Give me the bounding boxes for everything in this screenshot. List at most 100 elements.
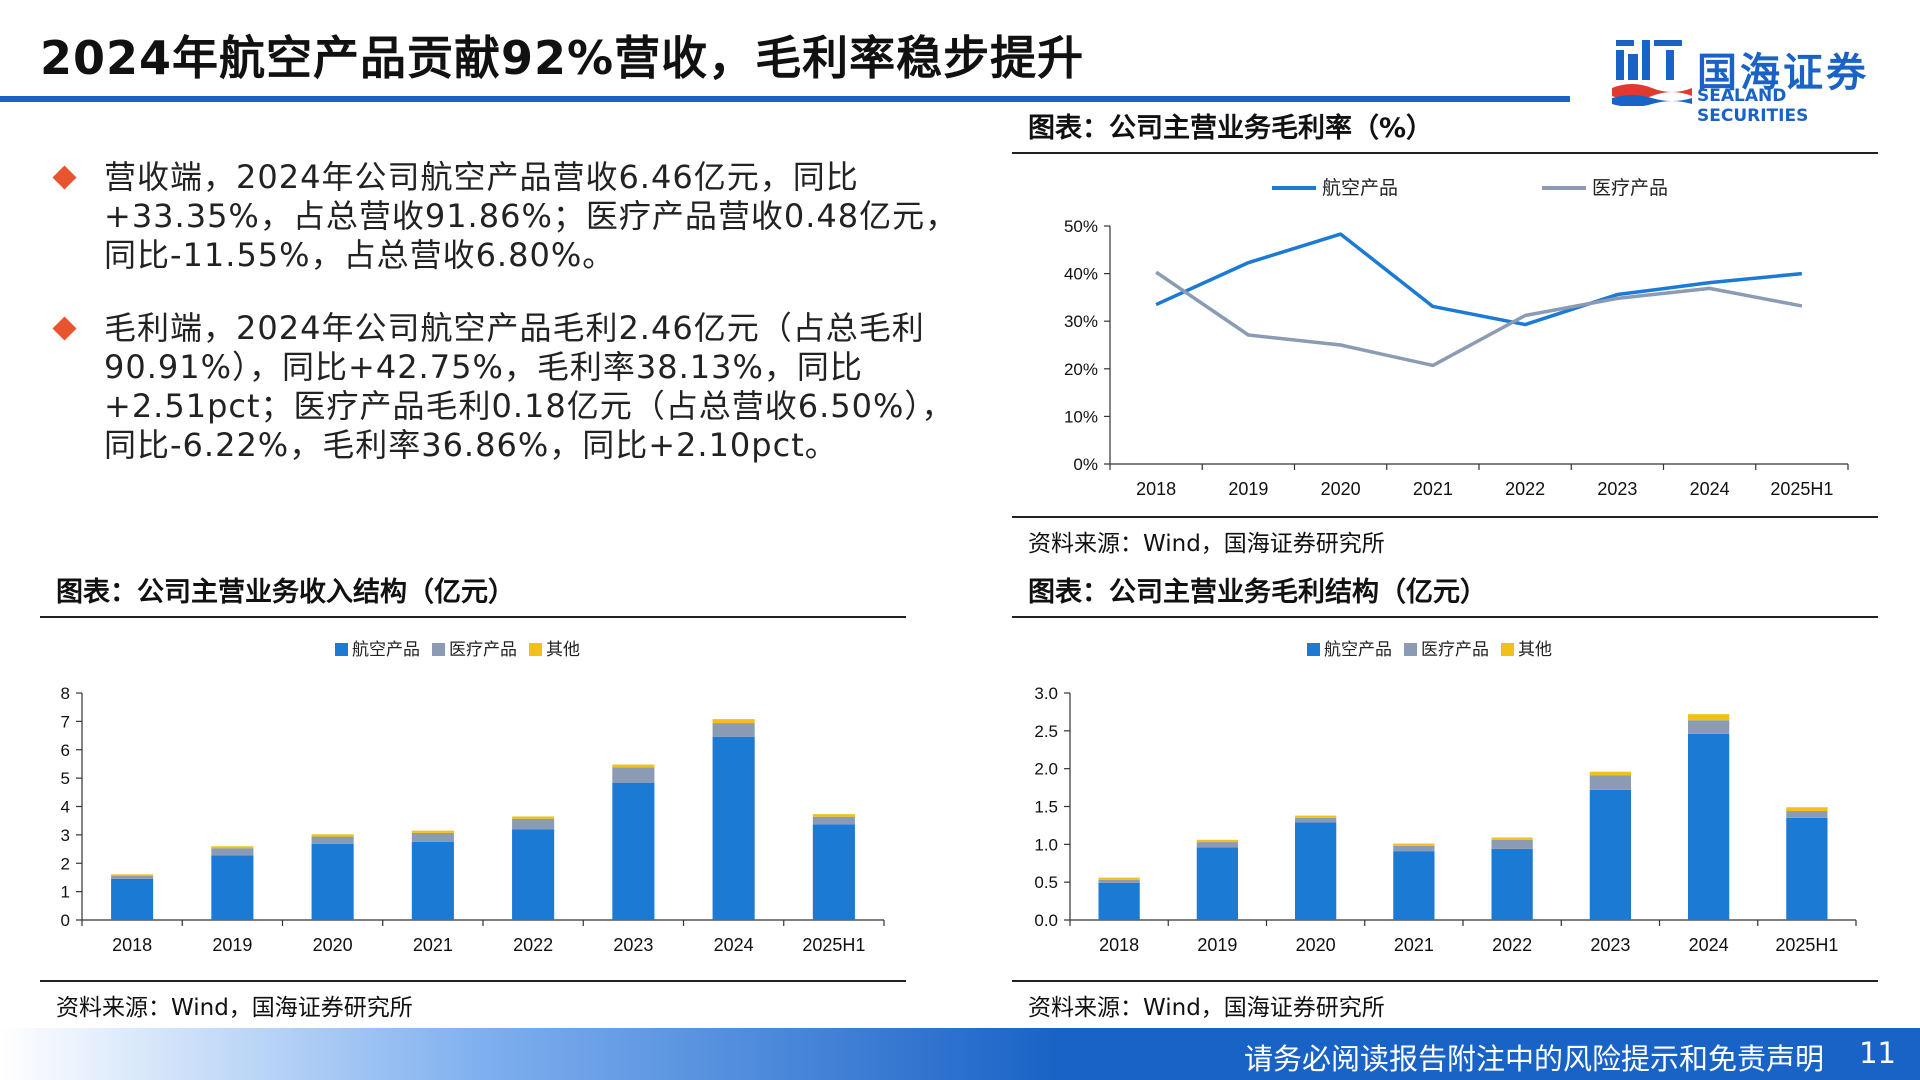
revenue-bar-chart: 0 1 2 3 4 5 6 7 8 2018 2019 2020 2021 2022 2023 2024 202… [61, 640, 885, 955]
bar-segment [311, 836, 354, 844]
bar-segment [512, 818, 555, 830]
bullet-gross-profit: 毛利端，2024年公司航空产品毛利2.46亿元（占总毛利90.91%），同比+4… [50, 309, 970, 465]
logo-english-name: SEALAND SECURITIES [1697, 86, 1809, 126]
x-tick-label: 2019 [1228, 479, 1268, 499]
bar-segment [1491, 848, 1533, 920]
x-tick-label: 2023 [1597, 479, 1637, 499]
profit-bar-chart: 0.0 0.5 1.0 1.5 2.0 2.5 3.0 2018 2019 2020 2021 202… [1034, 640, 1857, 955]
x-tick-label: 2022 [1505, 479, 1545, 499]
revenue-chart-source: 资料来源：Wind，国海证券研究所 [56, 995, 413, 1021]
x-tick-label: 2022 [1492, 935, 1532, 955]
y-tick-label: 50% [1064, 217, 1098, 236]
bar-segment [1589, 775, 1632, 790]
x-tick-label: 2021 [1394, 935, 1434, 955]
margin-chart-panel: 图表：公司主营业务毛利率（%） 0% 10% 20% 30% 40% 50% 2018 201… [1012, 106, 1878, 557]
bar-segment [1196, 842, 1239, 848]
y-tick-label: 10% [1064, 407, 1098, 426]
title-underline [0, 96, 1570, 102]
bar-segment [211, 855, 254, 920]
y-tick-label: 0% [1073, 455, 1098, 474]
y-tick-label: 3 [61, 826, 70, 845]
legend-label: 航空产品 [1324, 640, 1392, 659]
x-tick-label: 2020 [313, 935, 353, 955]
x-tick-label: 2018 [1099, 935, 1139, 955]
bar-segment [1786, 817, 1828, 920]
legend-label: 其他 [546, 640, 580, 659]
x-tick-label: 2021 [413, 935, 453, 955]
series-line [1155, 270, 1803, 368]
bar-segment [1393, 843, 1435, 846]
panel-top-rule [1012, 616, 1878, 618]
bar-segment [812, 824, 855, 920]
bar-segment [411, 832, 454, 842]
bar-segment [1687, 733, 1730, 920]
x-tick-label: 2024 [1689, 935, 1729, 955]
bar-segment [211, 848, 254, 856]
bar-segment [1098, 879, 1140, 883]
y-tick-label: 40% [1064, 265, 1098, 284]
bullet-gross-profit-text: 毛利端，2024年公司航空产品毛利2.46亿元（占总毛利90.91%），同比+4… [104, 309, 955, 464]
y-tick-label: 3.0 [1034, 684, 1058, 703]
revenue-chart-title: 图表：公司主营业务收入结构（亿元） [56, 577, 515, 608]
logo-chinese-name: 国海证券 [1697, 50, 1869, 96]
x-tick-label: 2019 [212, 935, 252, 955]
bar-segment [712, 723, 755, 737]
bar-segment [1687, 714, 1730, 721]
profit-chart-title: 图表：公司主营业务毛利结构（亿元） [1028, 577, 1487, 608]
bar-segment [812, 816, 855, 825]
bar-segment [1196, 839, 1239, 843]
y-tick-label: 2 [61, 854, 70, 873]
legend-swatch [432, 643, 445, 656]
x-tick-label: 2018 [112, 935, 152, 955]
diamond-bullet-icon [52, 316, 77, 341]
revenue-chart-panel: 图表：公司主营业务收入结构（亿元） 0 1 2 3 4 5 6 7 8 2018 2019 2020 2… [40, 570, 906, 1021]
y-tick-label: 1.5 [1034, 798, 1058, 817]
bar-segment [311, 843, 354, 920]
legend-label: 航空产品 [352, 640, 420, 659]
bar-segment [1196, 847, 1239, 920]
y-tick-label: 30% [1064, 312, 1098, 331]
bar-segment [1687, 720, 1730, 734]
margin-line-chart: 0% 10% 20% 30% 40% 50% 2018 2019 2020 2021 2022 202… [1064, 177, 1849, 499]
x-tick-label: 2025H1 [802, 935, 865, 955]
legend-label: 其他 [1518, 640, 1552, 659]
legend-swatch [1307, 643, 1320, 656]
panel-bottom-rule [1012, 516, 1878, 518]
bar-segment [1491, 837, 1533, 840]
x-tick-label: 2020 [1296, 935, 1336, 955]
legend-label: 医疗产品 [1592, 177, 1668, 199]
bar-segment [1786, 807, 1828, 812]
legend-swatch [335, 643, 348, 656]
bar-segment [311, 834, 354, 837]
y-tick-label: 0.0 [1034, 911, 1058, 930]
y-tick-label: 2.5 [1034, 722, 1058, 741]
x-tick-label: 2018 [1136, 479, 1176, 499]
bar-segment [1786, 811, 1828, 818]
bar-segment [712, 736, 755, 920]
bar-segment [411, 830, 454, 833]
panel-bottom-rule [40, 980, 906, 982]
profit-chart-source: 资料来源：Wind，国海证券研究所 [1028, 995, 1385, 1021]
profit-chart-panel: 图表：公司主营业务毛利结构（亿元） 0.0 0.5 1.0 1.5 2.0 2.5 3.0 2… [1012, 570, 1878, 1021]
page-number: 11 [1859, 1036, 1896, 1070]
legend-label: 医疗产品 [1421, 640, 1489, 659]
panel-top-rule [40, 616, 906, 618]
panel-top-rule [1012, 152, 1878, 154]
bar-segment [1393, 845, 1435, 852]
x-tick-label: 2023 [613, 935, 653, 955]
bar-segment [812, 814, 855, 817]
bar-segment [1589, 789, 1632, 920]
bar-segment [612, 764, 655, 768]
footer-disclaimer: 请务必阅读报告附注中的风险提示和免责声明 [1243, 1042, 1824, 1076]
x-tick-label: 2025H1 [1770, 479, 1833, 499]
y-tick-label: 1.0 [1034, 835, 1058, 854]
diamond-bullet-icon [52, 165, 77, 190]
footer-bar: 请务必阅读报告附注中的风险提示和免责声明 11 [0, 1028, 1920, 1080]
bullet-revenue: 营收端，2024年公司航空产品营收6.46亿元，同比+33.35%，占总营收91… [50, 158, 970, 275]
bar-segment [1393, 851, 1435, 920]
slide-title: 2024年航空产品贡献92%营收，毛利率稳步提升 [40, 31, 1085, 85]
bar-segment [1294, 822, 1337, 920]
panel-bottom-rule [1012, 980, 1878, 982]
bar-segment [1589, 771, 1632, 776]
bar-segment [512, 816, 555, 819]
